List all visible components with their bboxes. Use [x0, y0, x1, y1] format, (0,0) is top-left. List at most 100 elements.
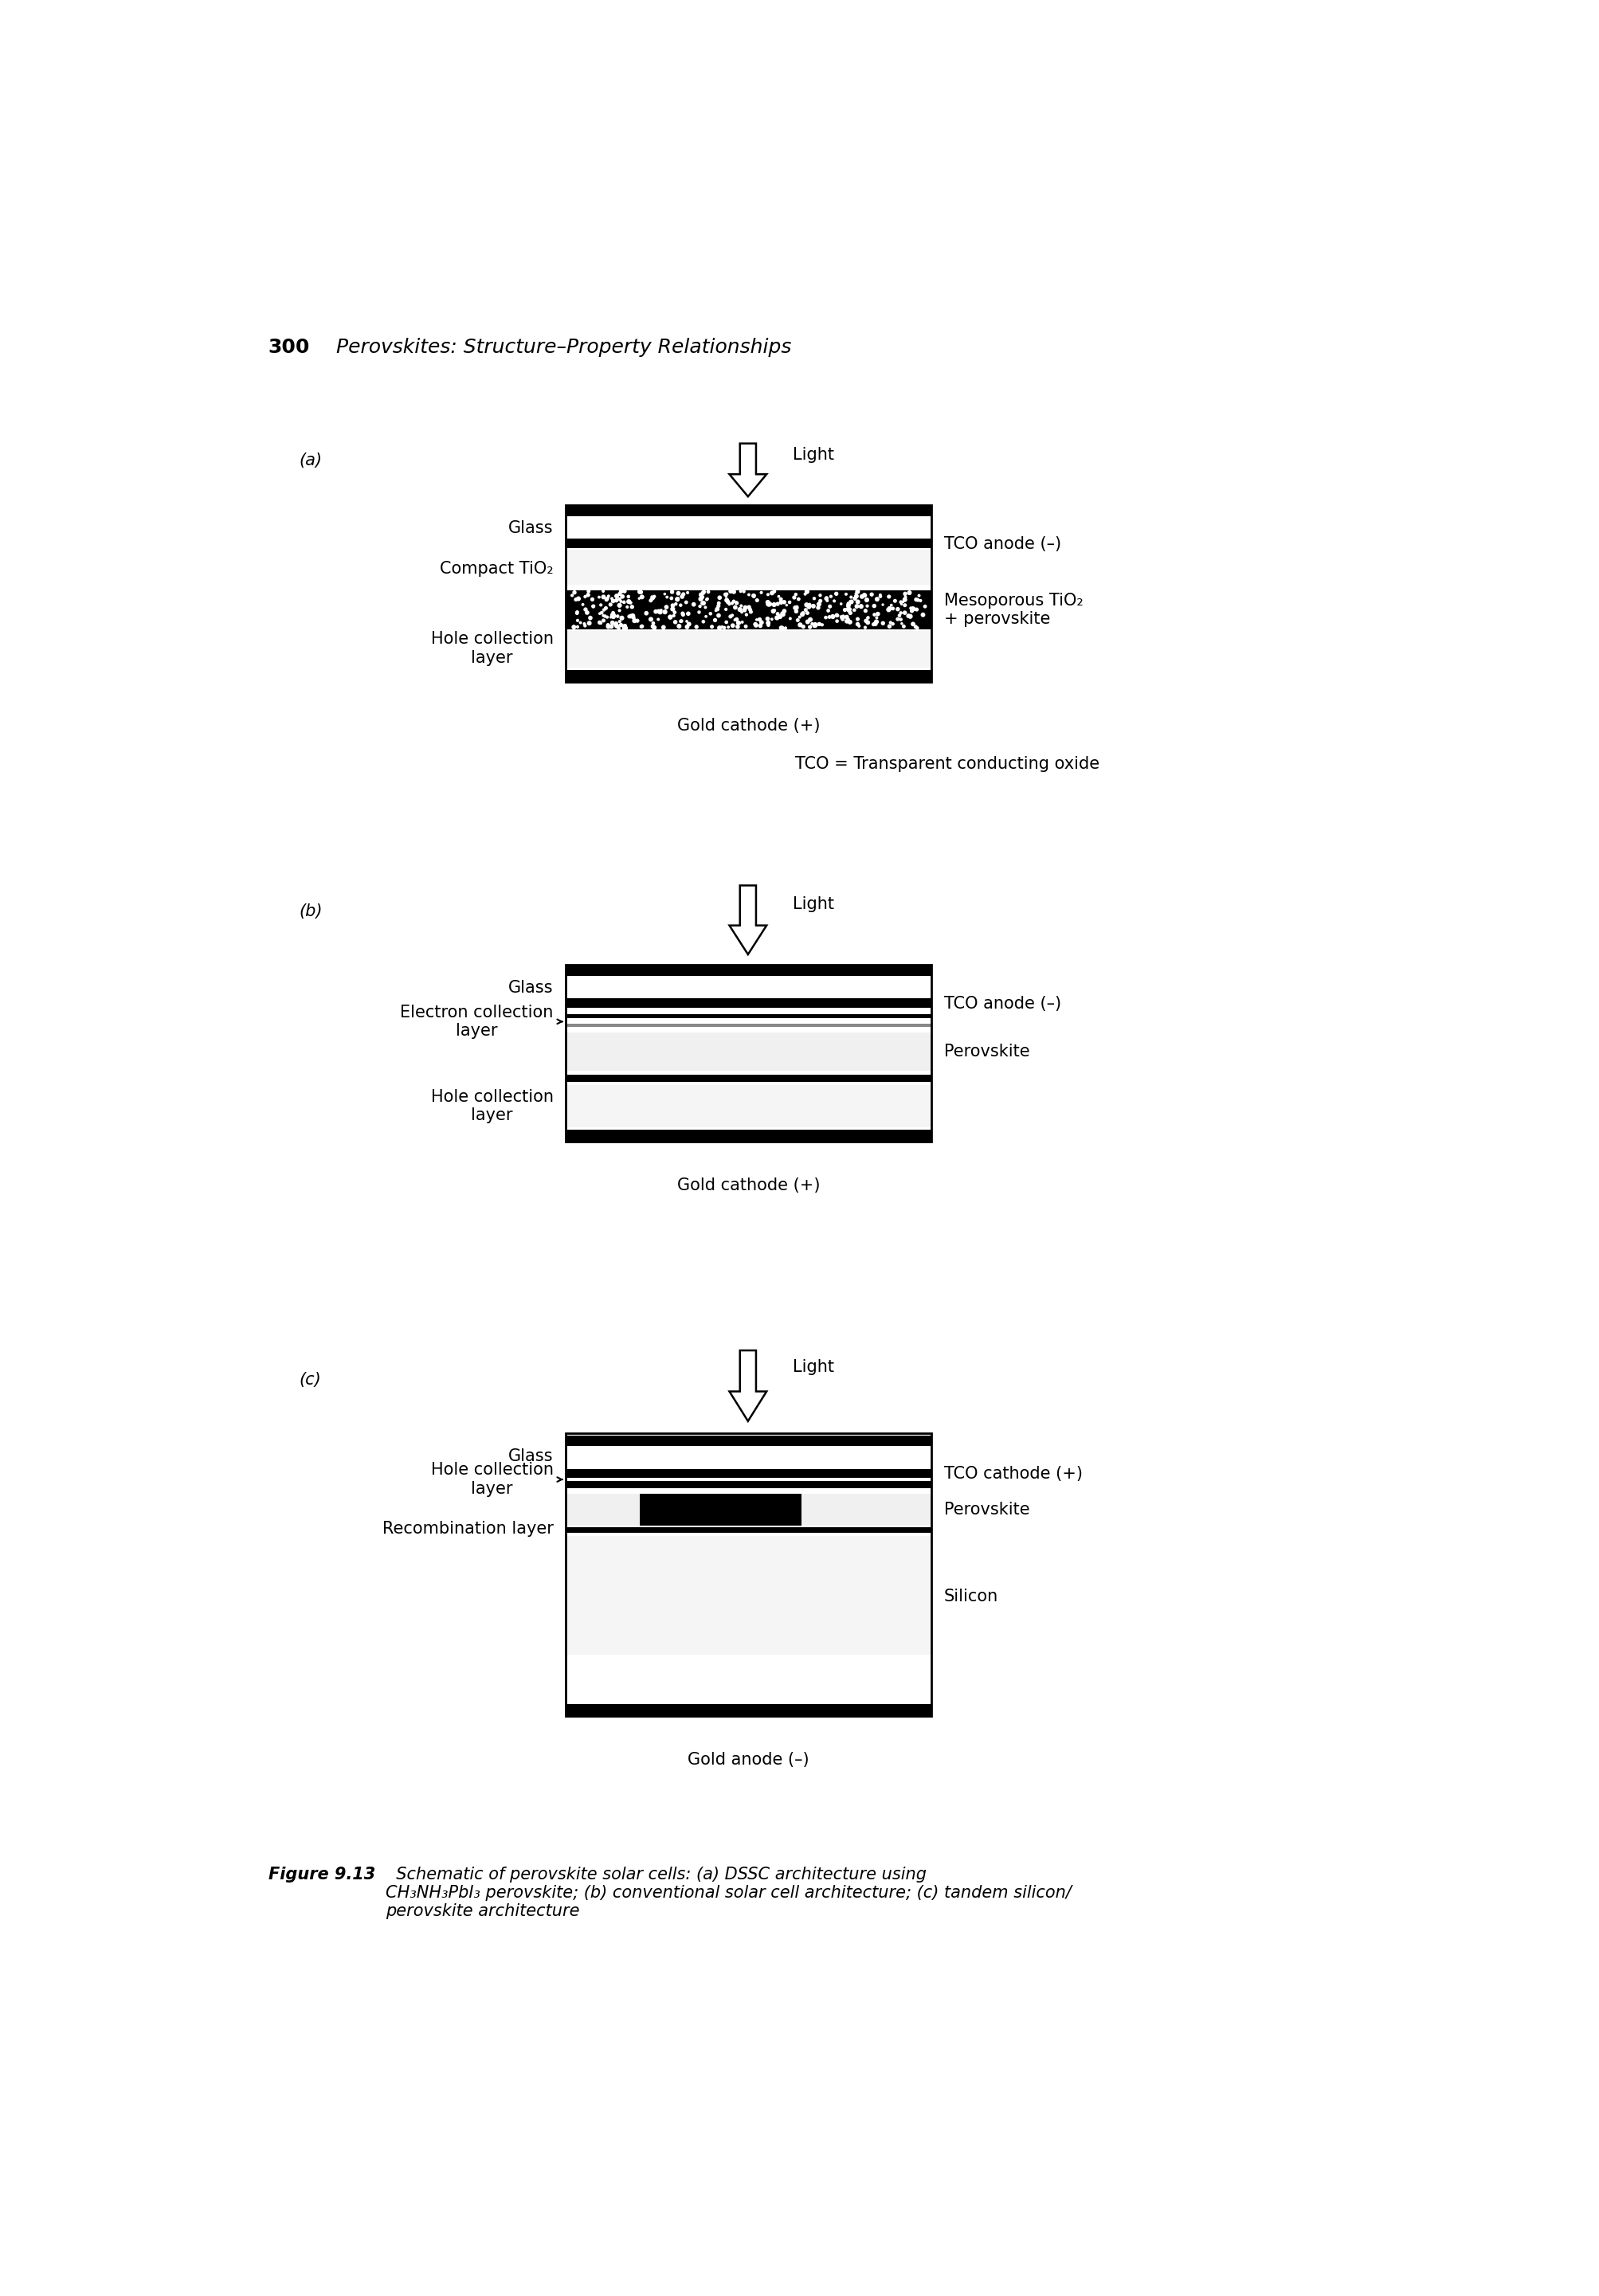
Point	[784, 592, 809, 629]
Point	[887, 595, 913, 631]
Point	[595, 606, 620, 643]
Point	[742, 606, 768, 643]
Point	[804, 590, 830, 627]
Point	[564, 595, 590, 631]
Point	[651, 576, 676, 613]
Point	[854, 581, 879, 618]
Point	[892, 576, 918, 613]
Point	[660, 588, 686, 625]
Point	[891, 583, 916, 620]
Bar	[566, 1033, 931, 1070]
Point	[887, 583, 913, 620]
Point	[744, 581, 769, 618]
Point	[721, 602, 747, 638]
Point	[835, 602, 860, 638]
Point	[729, 604, 755, 641]
Point	[796, 585, 822, 622]
Point	[646, 592, 672, 629]
Point	[878, 588, 903, 625]
Point	[806, 606, 831, 643]
Point	[867, 576, 892, 613]
Text: Figure 9.13: Figure 9.13	[269, 1867, 374, 1883]
Bar	[566, 549, 931, 585]
Point	[838, 595, 863, 631]
Point	[564, 608, 590, 645]
Bar	[566, 540, 931, 549]
Point	[662, 585, 688, 622]
Point	[876, 590, 902, 627]
Point	[659, 590, 684, 627]
Point	[608, 574, 633, 611]
Point	[616, 597, 641, 634]
Point	[899, 592, 924, 629]
Point	[691, 585, 716, 622]
Bar	[566, 1469, 931, 1479]
Point	[863, 581, 889, 618]
Point	[747, 602, 772, 638]
Point	[673, 604, 699, 641]
FancyArrow shape	[729, 1350, 766, 1421]
Text: Compact TiO₂: Compact TiO₂	[440, 560, 553, 576]
Bar	[566, 999, 931, 1008]
Bar	[566, 517, 931, 537]
Bar	[566, 590, 931, 629]
Point	[640, 579, 665, 615]
Point	[830, 599, 855, 636]
Text: (a): (a)	[299, 452, 321, 468]
Bar	[566, 1433, 931, 1717]
Point	[892, 581, 918, 618]
Text: Schematic of perovskite solar cells: (a) DSSC architecture using
CH₃NH₃PbI₃ pero: Schematic of perovskite solar cells: (a)…	[385, 1867, 1071, 1919]
Point	[676, 606, 702, 643]
Point	[718, 599, 744, 636]
Point	[606, 592, 632, 629]
Text: Gold cathode (+): Gold cathode (+)	[676, 1178, 820, 1194]
Point	[620, 597, 646, 634]
Point	[867, 579, 892, 615]
Point	[595, 608, 620, 645]
Point	[758, 602, 784, 638]
Point	[828, 585, 854, 622]
Point	[769, 611, 795, 647]
Point	[879, 606, 905, 643]
Point	[902, 608, 927, 645]
Point	[720, 606, 745, 643]
Point	[889, 585, 915, 622]
Point	[870, 585, 895, 622]
Point	[585, 579, 611, 615]
Point	[771, 583, 796, 620]
Point	[831, 592, 857, 629]
Point	[761, 574, 787, 611]
Point	[724, 604, 750, 641]
Point	[691, 574, 716, 611]
Point	[712, 608, 737, 645]
Point	[577, 599, 603, 636]
Point	[787, 599, 812, 636]
Point	[734, 597, 760, 634]
Point	[668, 579, 694, 615]
Point	[728, 588, 753, 625]
Point	[604, 597, 630, 634]
Point	[793, 588, 819, 625]
Point	[688, 576, 713, 613]
Point	[892, 579, 918, 615]
Text: TCO anode (–): TCO anode (–)	[943, 537, 1060, 553]
Bar	[566, 1527, 931, 1531]
Point	[761, 592, 787, 629]
Point	[713, 590, 739, 627]
Point	[619, 588, 644, 625]
Point	[814, 579, 839, 615]
Point	[707, 608, 732, 645]
Point	[702, 602, 728, 638]
Point	[673, 608, 699, 645]
Point	[568, 604, 593, 641]
Point	[852, 608, 878, 645]
Point	[855, 599, 881, 636]
Point	[713, 604, 739, 641]
Point	[760, 574, 785, 611]
Point	[598, 608, 624, 645]
Point	[812, 599, 838, 636]
Point	[807, 583, 833, 620]
Point	[726, 590, 752, 627]
Point	[659, 581, 684, 618]
Point	[737, 592, 763, 629]
